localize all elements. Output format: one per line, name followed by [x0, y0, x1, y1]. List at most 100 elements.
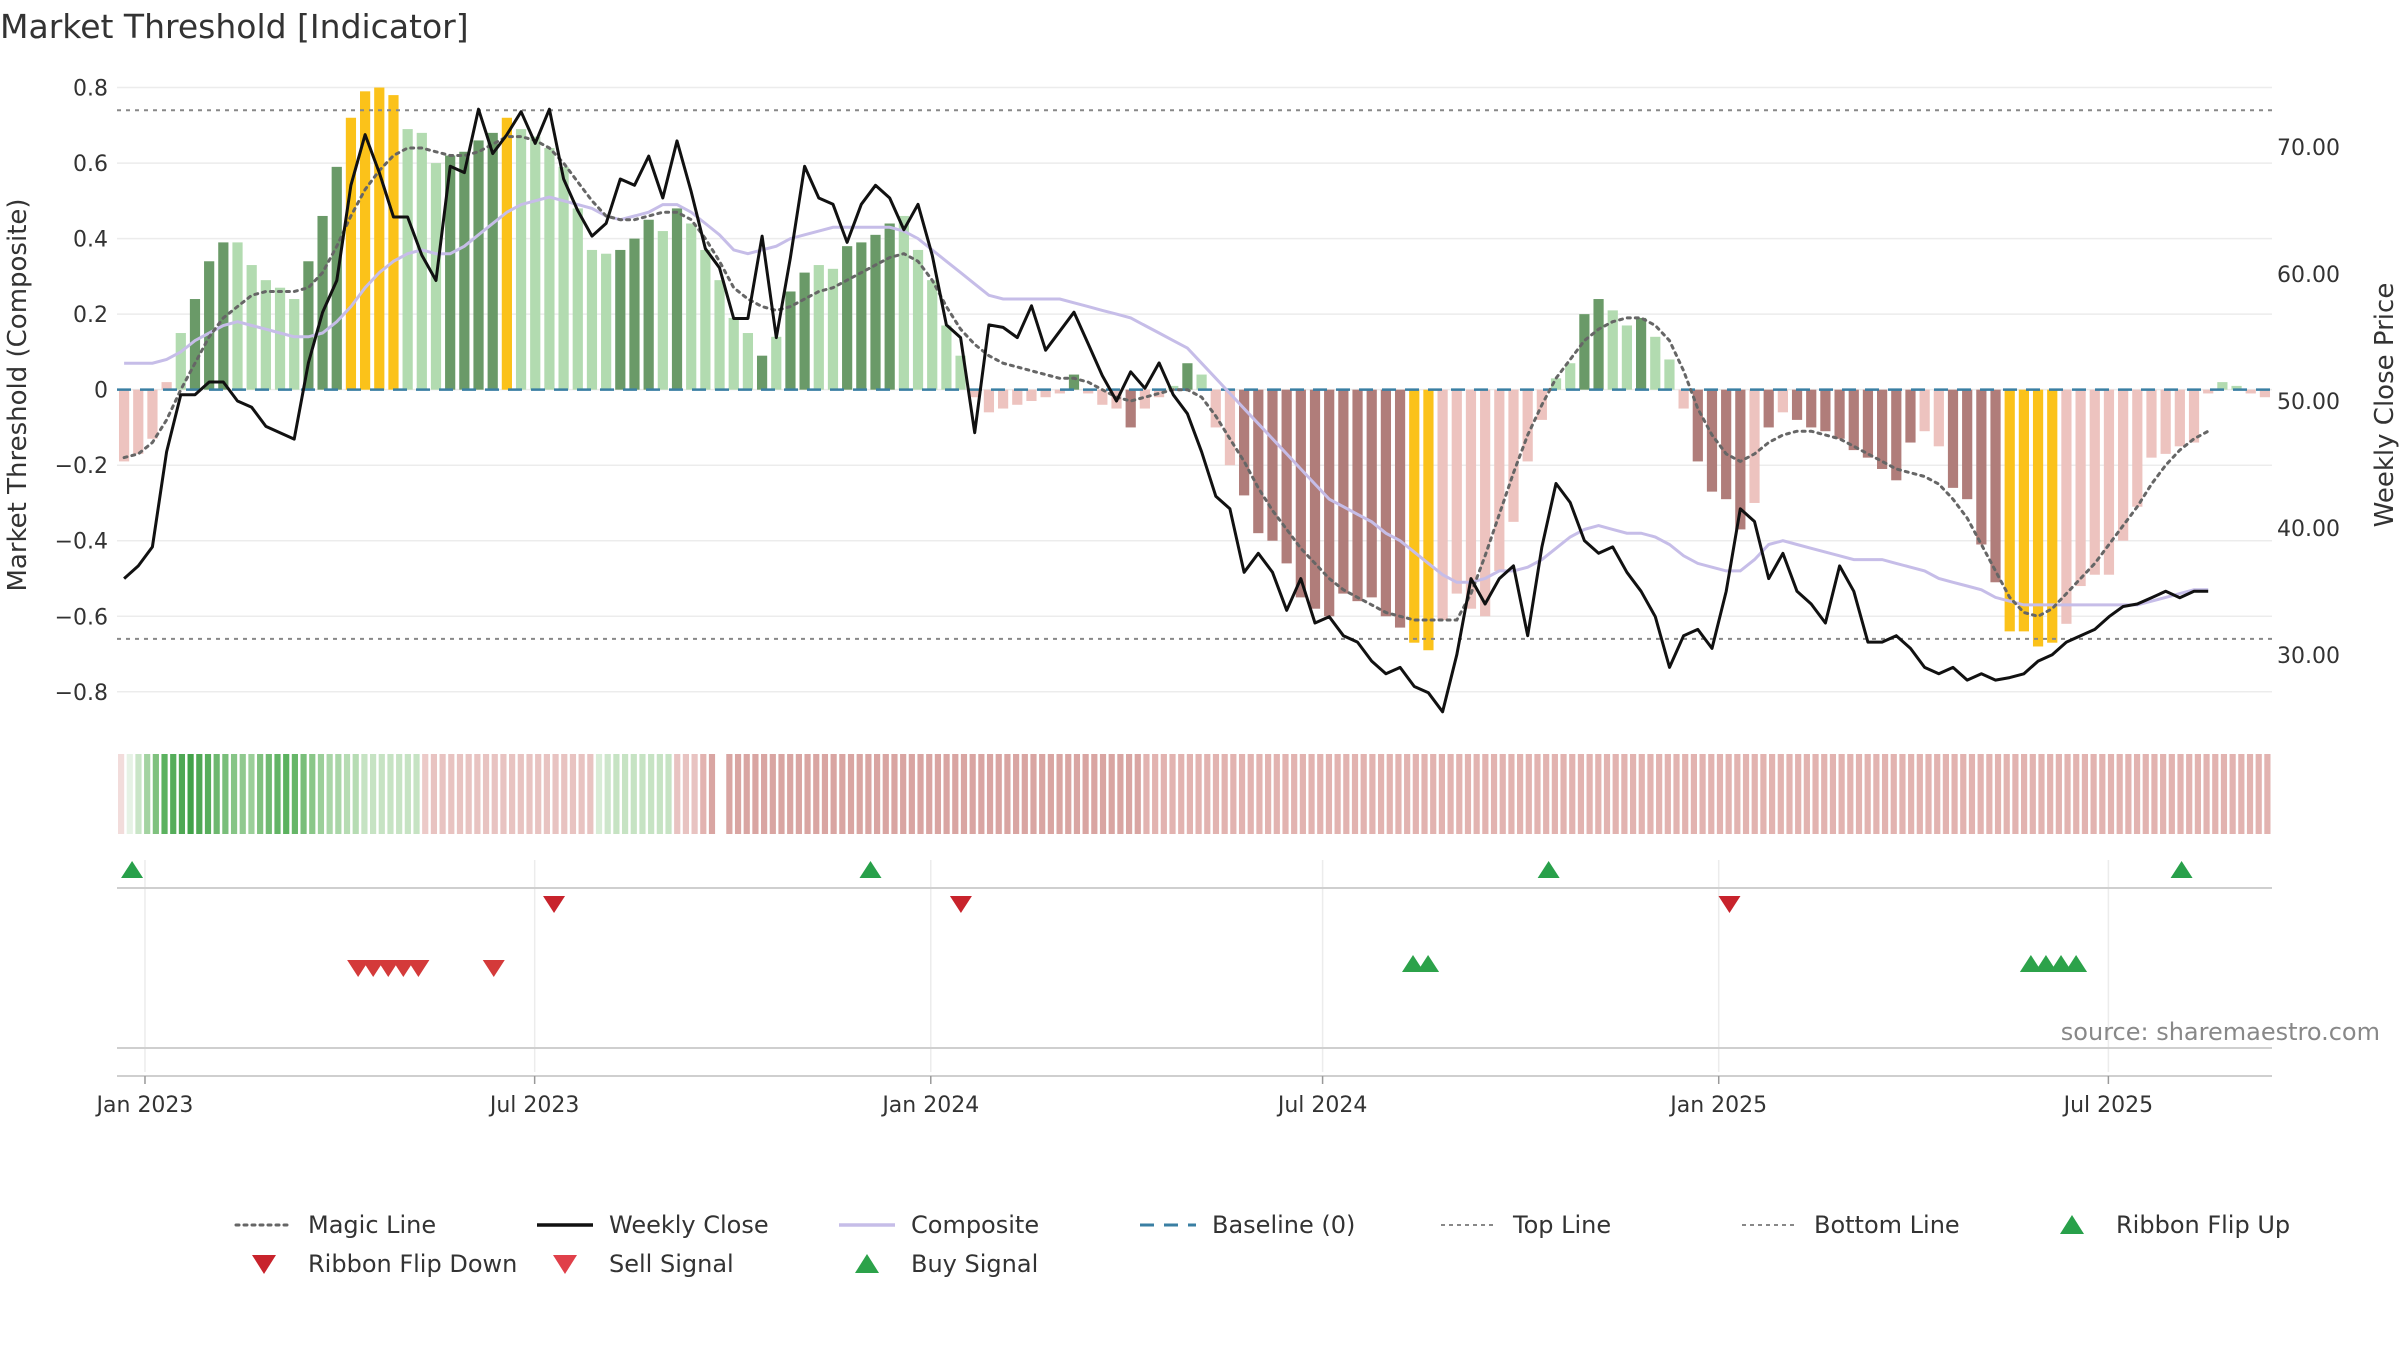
ribbon-flip-up-marker — [859, 861, 882, 878]
ribbon-cell — [630, 754, 637, 834]
histogram-bar — [1806, 389, 1817, 428]
histogram-bar — [1947, 389, 1959, 488]
ribbon-flip-down-marker — [543, 896, 566, 913]
histogram-bar — [756, 355, 768, 390]
chart-title: Market Threshold [Indicator] — [0, 7, 469, 46]
ribbon-cell — [2047, 754, 2054, 834]
ribbon-cell — [1108, 754, 1115, 834]
histogram-bar — [884, 223, 895, 390]
y-tick-label: 0 — [94, 379, 108, 404]
histogram-bar — [1097, 389, 1108, 405]
ribbon-cell — [439, 754, 446, 834]
ribbon-cell — [708, 754, 716, 834]
ribbon-cell — [891, 754, 898, 834]
ribbon-cell — [839, 754, 846, 834]
y-tick-label: −0.4 — [55, 530, 108, 555]
ribbon-cell — [587, 754, 594, 834]
histogram-bar — [1791, 389, 1803, 420]
ribbon-cell — [2246, 754, 2254, 834]
y-tick-label: 0.2 — [73, 303, 108, 328]
ribbon-cell — [761, 754, 768, 834]
histogram-bar — [1026, 389, 1037, 401]
ribbon-cell — [1117, 754, 1124, 834]
ribbon-cell — [1065, 754, 1072, 834]
ribbon-cell — [2021, 754, 2028, 834]
histogram-bar — [204, 261, 215, 390]
ribbon-cell — [1499, 754, 1506, 834]
ribbon-cell — [1160, 754, 1167, 834]
histogram-bar — [1494, 389, 1505, 571]
legend-label: Ribbon Flip Up — [2116, 1211, 2290, 1239]
histogram-bar — [1465, 389, 1477, 609]
ribbon-cell — [1125, 754, 1133, 834]
ribbon-cell — [2029, 754, 2036, 834]
histogram-bar — [345, 117, 357, 390]
histogram-bar — [1040, 389, 1051, 398]
ribbon-cell — [509, 754, 516, 834]
ribbon-cell — [448, 754, 455, 834]
legend: Magic Line Weekly Close Composite Baseline … — [234, 1211, 2290, 1278]
ribbon-cell — [1795, 754, 1802, 834]
ribbon-cell — [873, 754, 881, 834]
ribbon-cell — [1734, 754, 1741, 834]
histogram-bar — [1239, 389, 1250, 496]
sell-signal-marker — [407, 960, 430, 977]
histogram-bar — [260, 280, 271, 390]
ribbon-cell — [396, 754, 403, 834]
ribbon-cell — [1238, 754, 1246, 834]
x-tick-label: Jan 2025 — [1668, 1093, 1767, 1118]
histogram-bar — [1139, 389, 1150, 409]
ribbon-cell — [291, 754, 298, 834]
x-tick-label: Jul 2023 — [488, 1093, 580, 1118]
histogram-bar — [1550, 378, 1562, 390]
histogram-bar — [558, 166, 569, 390]
histogram-bar — [274, 287, 286, 390]
y2-tick-label: 40.00 — [2277, 517, 2340, 542]
ribbon-cell — [2125, 754, 2132, 834]
ribbon-cell — [1751, 754, 1758, 834]
ribbon-cell — [1595, 754, 1602, 834]
histogram-bar — [615, 249, 626, 390]
histogram-bar — [969, 389, 980, 398]
ribbon-cell — [2073, 754, 2080, 834]
ribbon-cell — [343, 754, 351, 834]
histogram-bar — [317, 215, 328, 390]
ribbon-cell — [1317, 754, 1324, 834]
histogram-bar — [2174, 389, 2185, 447]
ribbon-cell — [1986, 754, 1993, 834]
histogram-bar — [2245, 389, 2256, 394]
ribbon-cell — [1395, 754, 1402, 834]
legend-swatch — [252, 1255, 276, 1274]
ribbon-cell — [1073, 754, 1081, 834]
histogram-bar — [303, 261, 314, 390]
legend-label: Magic Line — [308, 1211, 436, 1239]
ribbon-cell — [161, 754, 168, 834]
ribbon-cell — [1560, 754, 1567, 834]
histogram-bar — [1182, 363, 1193, 390]
histogram-bar — [1522, 389, 1533, 462]
ribbon-cell — [265, 754, 272, 834]
ribbon-cell — [908, 754, 915, 834]
histogram-bar — [955, 355, 966, 390]
histogram-bars — [118, 87, 2271, 651]
histogram-bar — [870, 234, 881, 390]
ribbon-flip-down-marker — [1718, 896, 1741, 913]
histogram-bar — [1735, 389, 1746, 530]
ribbon-cell — [1960, 754, 1967, 834]
ribbon-cell — [726, 754, 733, 834]
ribbon-cell — [465, 754, 472, 834]
ribbon-cell — [2220, 754, 2228, 834]
ribbon-cell — [1673, 754, 1680, 834]
ribbon-cell — [1534, 754, 1541, 834]
histogram-bar — [1012, 389, 1023, 405]
ribbon-cell — [1386, 754, 1393, 834]
magic-line — [122, 135, 2210, 622]
histogram-bar — [1919, 389, 1930, 432]
ribbon-cell — [1586, 754, 1593, 834]
ribbon-cell — [187, 754, 194, 834]
ribbon-cell — [1143, 754, 1150, 834]
ribbon-cell — [986, 754, 994, 834]
ribbon-cell — [1690, 754, 1697, 834]
ribbon-cell — [2177, 754, 2184, 834]
ribbon-cell — [1812, 754, 1819, 834]
